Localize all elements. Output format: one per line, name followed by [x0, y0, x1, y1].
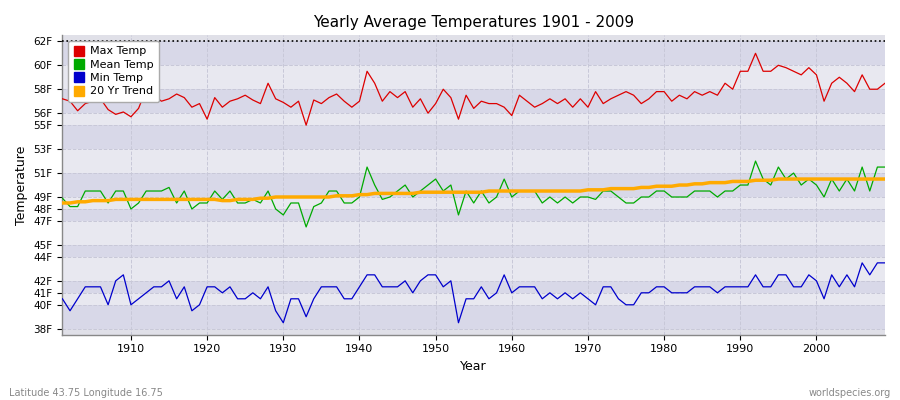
- Text: worldspecies.org: worldspecies.org: [809, 388, 891, 398]
- Bar: [62, 281, 885, 293]
- Y-axis label: Temperature: Temperature: [15, 145, 28, 225]
- Legend: Max Temp, Mean Temp, Min Temp, 20 Yr Trend: Max Temp, Mean Temp, Min Temp, 20 Yr Tre…: [68, 41, 159, 102]
- Bar: [62, 125, 885, 149]
- Bar: [62, 293, 885, 305]
- Bar: [62, 173, 885, 197]
- Bar: [62, 65, 885, 89]
- Text: Latitude 43.75 Longitude 16.75: Latitude 43.75 Longitude 16.75: [9, 388, 163, 398]
- Bar: [62, 257, 885, 281]
- Bar: [62, 113, 885, 125]
- X-axis label: Year: Year: [461, 360, 487, 373]
- Bar: [62, 245, 885, 257]
- Bar: [62, 149, 885, 173]
- Bar: [62, 197, 885, 209]
- Title: Yearly Average Temperatures 1901 - 2009: Yearly Average Temperatures 1901 - 2009: [313, 15, 634, 30]
- Bar: [62, 41, 885, 65]
- Bar: [62, 221, 885, 245]
- Bar: [62, 209, 885, 221]
- Bar: [62, 89, 885, 113]
- Bar: [62, 305, 885, 329]
